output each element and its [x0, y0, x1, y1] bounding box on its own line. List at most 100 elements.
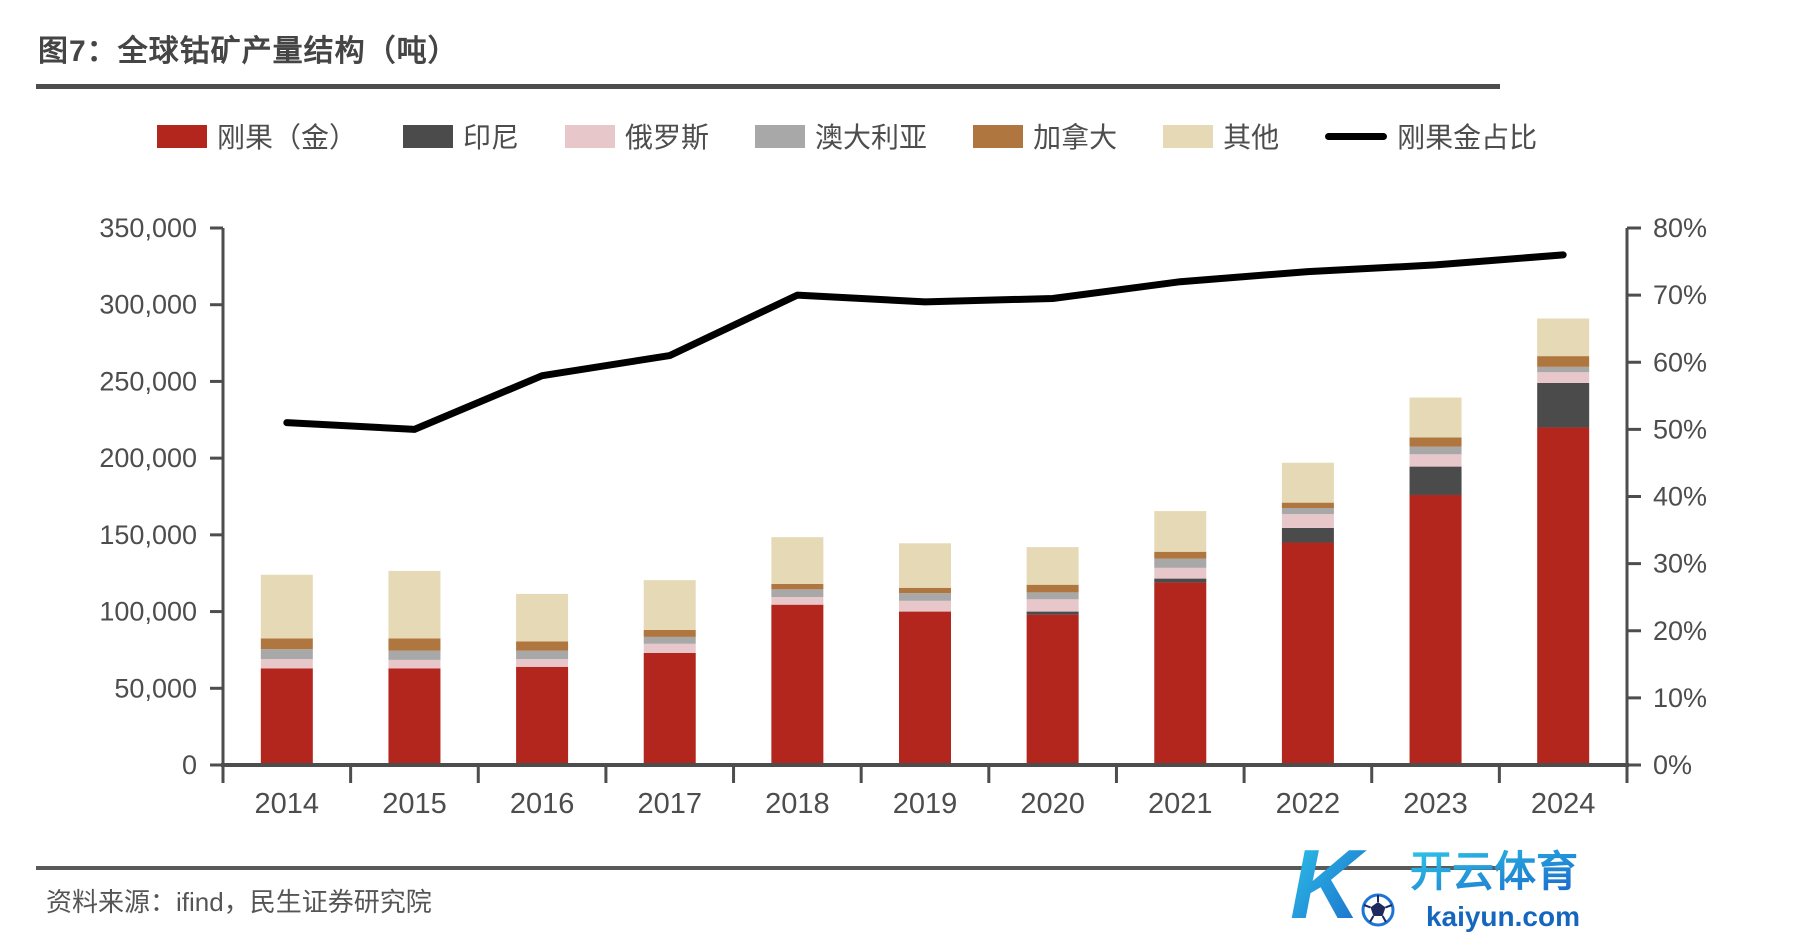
x-axis-category-label: 2020: [1020, 788, 1085, 820]
bar-segment: [771, 589, 824, 597]
footer-divider: [36, 866, 1500, 870]
left-axis-tick-label: 0: [182, 750, 197, 780]
bar-segment: [388, 638, 441, 651]
bar-segment: [260, 649, 313, 660]
legend-label: 俄罗斯: [625, 122, 710, 153]
bar-segment: [899, 611, 951, 765]
bar-segment: [1537, 372, 1590, 383]
legend-swatch: [1163, 124, 1214, 148]
bar-segment: [1281, 542, 1334, 765]
bar-segment: [516, 641, 569, 651]
bar-segment: [1537, 318, 1590, 357]
bar-segment: [1281, 462, 1334, 503]
right-axis-tick-label: 20%: [1653, 616, 1707, 646]
bar-segment: [771, 596, 824, 605]
bar-segment: [1409, 397, 1462, 438]
bar-segment: [516, 659, 569, 667]
bar-segment: [1537, 382, 1590, 428]
bar-segment: [1281, 527, 1334, 543]
bar-segment: [1026, 599, 1079, 612]
x-axis-category-label: 2018: [765, 788, 830, 820]
legend-item: 俄罗斯: [565, 116, 709, 156]
bar-segment: [899, 543, 951, 588]
legend-item: 刚果金占比: [1325, 116, 1537, 156]
source-note: 资料来源：ifind，民生证券研究院: [46, 887, 432, 917]
bar-segment: [1281, 514, 1334, 528]
legend-label: 印尼: [463, 122, 520, 153]
legend-item: 印尼: [403, 116, 519, 156]
bar-segment: [516, 650, 569, 660]
bar-segment: [771, 537, 824, 584]
x-axis-category-label: 2016: [510, 788, 575, 820]
x-axis-category-label: 2015: [382, 788, 447, 820]
bar-segment: [516, 666, 569, 765]
bar-segment: [260, 574, 313, 639]
bar-segment: [1154, 551, 1207, 559]
x-axis-category-label: 2023: [1403, 788, 1468, 820]
bar-segment: [1154, 582, 1207, 765]
bar-segment: [1537, 356, 1590, 367]
x-axis-category-label: 2017: [637, 788, 702, 820]
left-axis-tick-label: 350,000: [99, 213, 197, 243]
right-axis-tick-label: 10%: [1653, 683, 1707, 713]
bar-segment: [1537, 427, 1590, 765]
figure-title: 图7：全球钴矿产量结构（吨）: [38, 35, 459, 68]
bar-segment: [1154, 511, 1207, 552]
bar-segment: [1409, 446, 1462, 455]
right-axis-tick-label: 70%: [1653, 280, 1707, 310]
legend-item: 澳大利亚: [755, 116, 927, 156]
right-axis-tick-label: 80%: [1653, 213, 1707, 243]
left-axis-tick-label: 250,000: [99, 366, 197, 396]
bar-segment: [260, 668, 313, 765]
bar-segment: [260, 638, 313, 650]
soccer-ball-icon: [1361, 893, 1395, 927]
bar-segment: [1537, 366, 1590, 373]
legend-item: 其他: [1163, 116, 1279, 156]
legend-line-swatch: [1325, 132, 1388, 140]
bar-segment: [771, 604, 824, 765]
left-axis-tick-label: 50,000: [114, 673, 197, 703]
bar-segment: [1281, 508, 1334, 515]
legend-item: 加拿大: [973, 116, 1117, 156]
bar-segment: [643, 643, 696, 653]
bar-segment: [643, 652, 696, 765]
watermark: K 开云体育 kaiyun.com: [1290, 829, 1620, 939]
legend-item: 刚果（金）: [157, 116, 357, 156]
bar-segment: [1026, 614, 1079, 765]
bar-segment: [388, 668, 441, 765]
bar-segment: [771, 583, 824, 590]
left-axis-tick-label: 200,000: [99, 443, 197, 473]
legend-label: 刚果金占比: [1397, 122, 1538, 153]
legend-swatch: [973, 124, 1024, 148]
chart-legend: 刚果（金） 印尼 俄罗斯 澳大利亚 加拿大 其他 刚果金占比: [157, 116, 1537, 156]
bar-segment: [643, 580, 696, 630]
left-axis-tick-label: 300,000: [99, 290, 197, 320]
bar-segment: [1026, 584, 1079, 593]
bar-segment: [1281, 502, 1334, 509]
bar-segment: [1154, 558, 1207, 568]
x-axis-category-label: 2019: [893, 788, 958, 820]
legend-label: 澳大利亚: [815, 122, 928, 153]
bar-segment: [643, 629, 696, 637]
bar-segment: [1154, 567, 1207, 579]
bar-segment: [1026, 592, 1079, 600]
bar-segment: [1409, 437, 1462, 447]
left-axis-tick-label: 150,000: [99, 520, 197, 550]
bar-segment: [643, 636, 696, 644]
bar-segment: [899, 587, 951, 594]
legend-label: 加拿大: [1033, 122, 1118, 153]
chart-canvas: 0 50,000 100,000 150,000 200,000 250,000 300,0…: [99, 213, 1707, 820]
right-axis-tick-label: 50%: [1653, 414, 1707, 444]
bar-segment: [1409, 466, 1462, 495]
x-axis-category-label: 2024: [1531, 788, 1596, 820]
x-axis-category-label: 2014: [255, 788, 320, 820]
watermark-graphic: K 开云体育 kaiyun.com: [1290, 829, 1580, 939]
right-axis-tick-label: 40%: [1653, 482, 1707, 512]
bar-segment: [260, 659, 313, 669]
bar-segment: [1026, 547, 1079, 585]
bar-segment: [1409, 454, 1462, 467]
share-line: [283, 251, 1567, 433]
legend-swatch: [157, 124, 207, 148]
right-axis-tick-label: 0%: [1653, 750, 1692, 780]
bar-segment: [1409, 494, 1462, 765]
